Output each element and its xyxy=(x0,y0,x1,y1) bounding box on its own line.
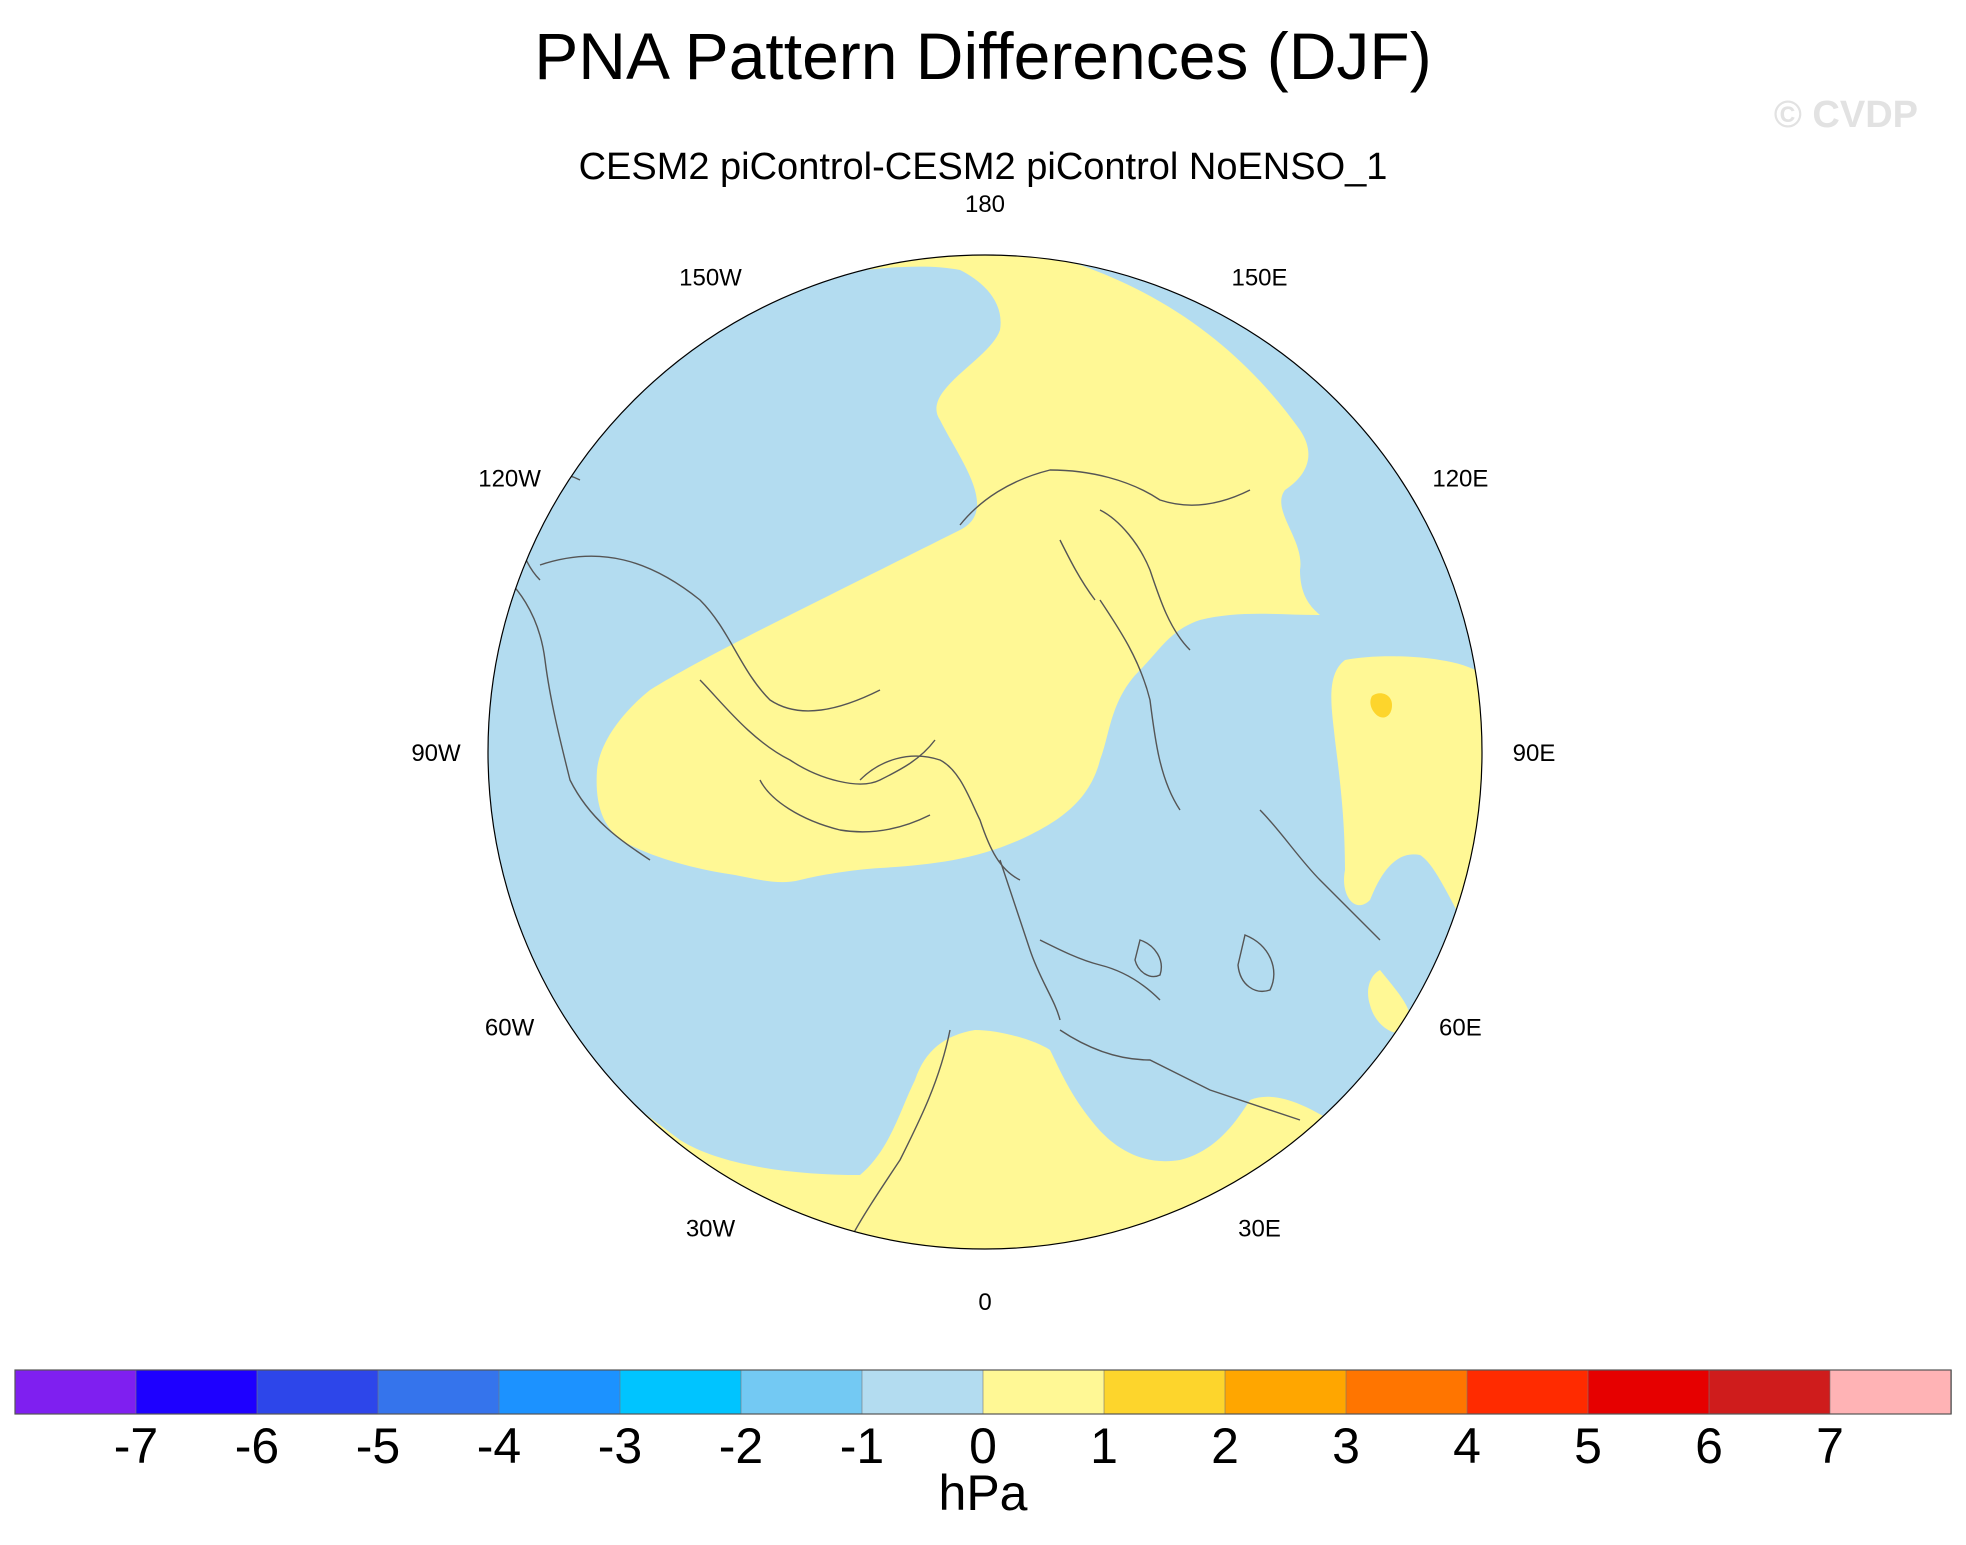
colorbar-tick-label: -5 xyxy=(356,1418,400,1474)
colorbar-tick-label: 7 xyxy=(1816,1418,1844,1474)
colorbar-box xyxy=(1224,1369,1347,1415)
colorbar-box xyxy=(135,1369,258,1415)
colorbar-box xyxy=(1587,1369,1710,1415)
colorbar-box xyxy=(982,1369,1105,1415)
colorbar-tick-label: 3 xyxy=(1332,1418,1360,1474)
chart-subtitle: CESM2 piControl-CESM2 piControl NoENSO_1 xyxy=(578,146,1388,188)
colorbar-box xyxy=(740,1369,863,1415)
colorbar-tick-label: 5 xyxy=(1574,1418,1602,1474)
colorbar-tick-label: -3 xyxy=(598,1418,642,1474)
colorbar-box xyxy=(861,1369,984,1415)
colorbar-tick-label: 0 xyxy=(969,1418,997,1474)
chart-title: PNA Pattern Differences (DJF) xyxy=(534,19,1432,93)
longitude-label: 30W xyxy=(686,1215,736,1242)
longitude-label: 0 xyxy=(978,1289,991,1316)
colorbar-box xyxy=(1708,1369,1831,1415)
map-boundary xyxy=(487,254,1483,1250)
colorbar-tick-label: -4 xyxy=(477,1418,521,1474)
colorbar-box xyxy=(256,1369,379,1415)
anomaly-region-arctic-pacific xyxy=(596,255,1320,883)
colorbar-box xyxy=(619,1369,742,1415)
anomaly-region-strong-positive xyxy=(1370,693,1392,718)
colorbar-tick-label: 2 xyxy=(1211,1418,1239,1474)
colorbar-box xyxy=(498,1369,621,1415)
colorbar: -7 -6 -5 -4 -3 -2 -1 0 1 2 3 4 5 6 7 hPa xyxy=(14,1369,1952,1521)
colorbar-tick-label: -1 xyxy=(840,1418,884,1474)
colorbar-tick-label: 1 xyxy=(1090,1418,1118,1474)
anomaly-region-east-europe xyxy=(1368,970,1411,1034)
longitude-label: 60E xyxy=(1439,1015,1482,1042)
colorbar-tick-label: -7 xyxy=(114,1418,158,1474)
colorbar-tick-label: 4 xyxy=(1453,1418,1481,1474)
longitude-label: 150E xyxy=(1231,265,1287,292)
longitude-label: 60W xyxy=(485,1015,535,1042)
colorbar-outline xyxy=(14,1369,1952,1415)
colorbar-tick-label: -6 xyxy=(235,1418,279,1474)
colorbar-box xyxy=(1345,1369,1468,1415)
polar-map: 180 150E 120E 90E 60E 30E 0 30W 60W 90W 120W 150W xyxy=(411,191,1555,1316)
cvdp-watermark: © CVDP xyxy=(1773,94,1918,136)
longitude-label: 150W xyxy=(679,265,742,292)
longitude-label: 90W xyxy=(411,740,461,767)
longitude-label: 180 xyxy=(965,191,1005,218)
colorbar-tick-label: -2 xyxy=(719,1418,763,1474)
colorbar-box xyxy=(1829,1369,1952,1415)
longitude-labels: 180 150E 120E 90E 60E 30E 0 30W 60W 90W 120W 150W xyxy=(411,191,1555,1316)
longitude-label: 90E xyxy=(1513,740,1556,767)
colorbar-box xyxy=(1103,1369,1226,1415)
colorbar-units-label: hPa xyxy=(939,1465,1028,1521)
colorbar-box xyxy=(1466,1369,1589,1415)
colorbar-tick-label: 6 xyxy=(1695,1418,1723,1474)
colorbar-box xyxy=(377,1369,500,1415)
longitude-label: 120W xyxy=(478,466,541,493)
longitude-label: 30E xyxy=(1238,1215,1281,1242)
longitude-label: 120E xyxy=(1432,466,1488,493)
anomaly-region-central-asia xyxy=(1331,656,1482,960)
colorbar-box xyxy=(14,1369,137,1415)
